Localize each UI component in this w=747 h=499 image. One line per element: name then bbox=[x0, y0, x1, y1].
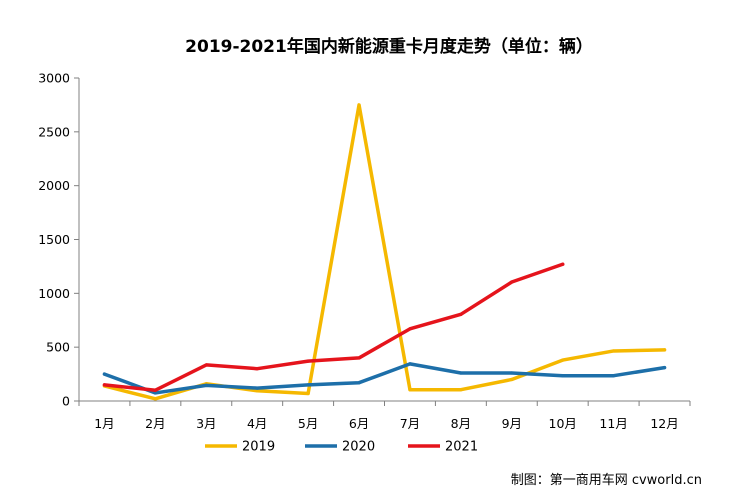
data-point-2020 bbox=[561, 374, 565, 378]
legend-label-2019: 2019 bbox=[242, 440, 275, 455]
data-point-2021 bbox=[153, 388, 157, 392]
data-point-2021 bbox=[561, 262, 565, 266]
data-point-2020 bbox=[357, 381, 361, 385]
series-line-2021 bbox=[102, 262, 565, 392]
x-tick-label: 12月 bbox=[650, 416, 678, 431]
y-tick-label: 1000 bbox=[38, 286, 70, 301]
x-tick-label: 9月 bbox=[502, 416, 522, 431]
data-point-2021 bbox=[255, 367, 259, 371]
data-point-2020 bbox=[459, 371, 463, 375]
data-point-2021 bbox=[357, 356, 361, 360]
y-tick-label: 1500 bbox=[38, 232, 70, 247]
legend-label-2021: 2021 bbox=[445, 440, 478, 455]
x-tick-label: 4月 bbox=[247, 416, 267, 431]
x-tick-label: 8月 bbox=[451, 416, 471, 431]
x-tick-label: 3月 bbox=[196, 416, 216, 431]
data-point-2021 bbox=[459, 312, 463, 316]
x-tick-label: 5月 bbox=[298, 416, 318, 431]
data-point-2020 bbox=[510, 371, 514, 375]
data-point-2019 bbox=[408, 388, 412, 392]
data-point-2020 bbox=[612, 374, 616, 378]
data-point-2020 bbox=[662, 366, 667, 370]
legend: 2019 2020 2021 bbox=[205, 440, 478, 455]
series-line-2020 bbox=[102, 362, 667, 395]
data-point-2020 bbox=[153, 391, 157, 395]
x-tick-label: 2月 bbox=[145, 416, 165, 431]
data-point-2020 bbox=[255, 386, 259, 390]
x-tick-label: 1月 bbox=[94, 416, 114, 431]
data-point-2019 bbox=[153, 397, 157, 401]
data-point-2019 bbox=[662, 348, 667, 352]
data-point-2019 bbox=[255, 389, 259, 393]
y-tick-label: 500 bbox=[46, 340, 70, 355]
data-point-2019 bbox=[510, 377, 514, 382]
data-point-2019 bbox=[306, 391, 310, 396]
y-tick-label: 3000 bbox=[38, 71, 70, 86]
y-tick-label: 2500 bbox=[38, 124, 70, 139]
data-point-2019 bbox=[612, 349, 616, 353]
x-tick-label: 6月 bbox=[349, 416, 369, 431]
y-tick-label: 0 bbox=[62, 394, 70, 409]
plot-area: 0 500 1000 1500 2000 2500 3000 1月 2月 3月 4月 5月 6月 7月 8月… bbox=[38, 71, 691, 431]
data-point-2021 bbox=[306, 359, 310, 363]
data-point-2020 bbox=[306, 383, 310, 387]
data-point-2019 bbox=[357, 103, 361, 107]
chart-title: 2019-2021年国内新能源重卡月度走势（单位：辆） bbox=[185, 36, 593, 57]
x-tick-label: 10月 bbox=[549, 416, 577, 431]
legend-label-2020: 2020 bbox=[342, 440, 375, 455]
data-point-2020 bbox=[102, 372, 107, 376]
data-point-2021 bbox=[204, 363, 208, 367]
x-tick-label: 7月 bbox=[400, 416, 420, 431]
data-point-2021 bbox=[408, 327, 412, 331]
y-tick-label: 2000 bbox=[38, 178, 70, 193]
x-tick-label: 11月 bbox=[599, 416, 627, 431]
data-point-2020 bbox=[408, 362, 412, 366]
data-point-2020 bbox=[204, 383, 208, 387]
data-point-2021 bbox=[102, 383, 107, 387]
data-point-2019 bbox=[561, 358, 565, 362]
series-line-2019 bbox=[102, 103, 667, 401]
chart-credit: 制图：第一商用车网 cvworld.cn bbox=[511, 472, 702, 488]
data-point-2019 bbox=[459, 388, 463, 392]
data-point-2021 bbox=[510, 280, 514, 284]
